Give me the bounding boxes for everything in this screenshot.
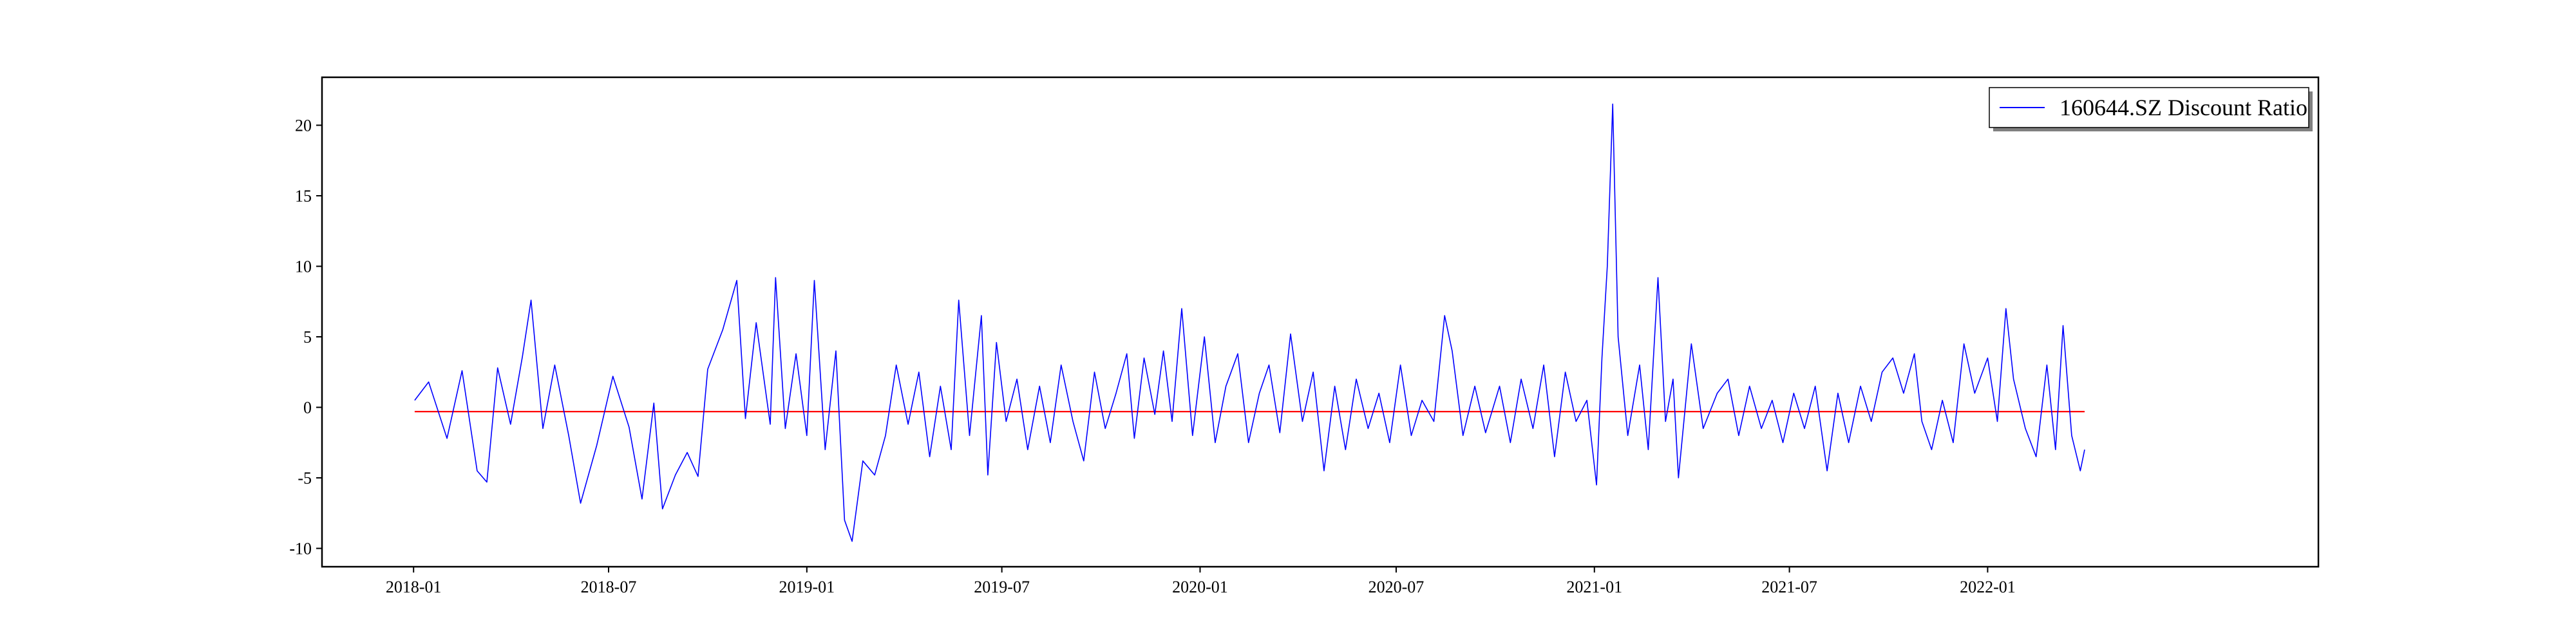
y-tick-label: -10 bbox=[289, 540, 312, 558]
x-tick-label: 2018-01 bbox=[386, 578, 442, 596]
y-tick-label: 0 bbox=[303, 399, 312, 417]
y-tick-label: -5 bbox=[298, 469, 312, 488]
y-tick-label: 5 bbox=[303, 328, 312, 346]
x-tick-label: 2021-01 bbox=[1566, 578, 1622, 596]
series-line-discount-ratio bbox=[414, 103, 2085, 542]
x-tick-label: 2021-07 bbox=[1761, 578, 1817, 596]
legend-label-discount-ratio: 160644.SZ Discount Ratio bbox=[2060, 95, 2307, 120]
plot-area bbox=[414, 103, 2085, 542]
y-tick-label: 15 bbox=[295, 187, 312, 205]
x-tick-label: 2022-01 bbox=[1960, 578, 2016, 596]
legend: 160644.SZ Discount Ratio bbox=[1989, 87, 2313, 131]
x-tick-label: 2020-01 bbox=[1172, 578, 1228, 596]
y-tick-label: 20 bbox=[295, 116, 312, 135]
x-tick-label: 2020-07 bbox=[1368, 578, 1425, 596]
axes-frame bbox=[321, 76, 2320, 568]
x-tick-label: 2019-01 bbox=[779, 578, 835, 596]
axes: -10 -5 0 5 10 15 20 2018-01 2018-07 2019-01 2019-0… bbox=[289, 116, 2015, 596]
x-tick-label: 2018-07 bbox=[581, 578, 637, 596]
y-tick-label: 10 bbox=[295, 257, 312, 276]
x-tick-label: 2019-07 bbox=[974, 578, 1030, 596]
